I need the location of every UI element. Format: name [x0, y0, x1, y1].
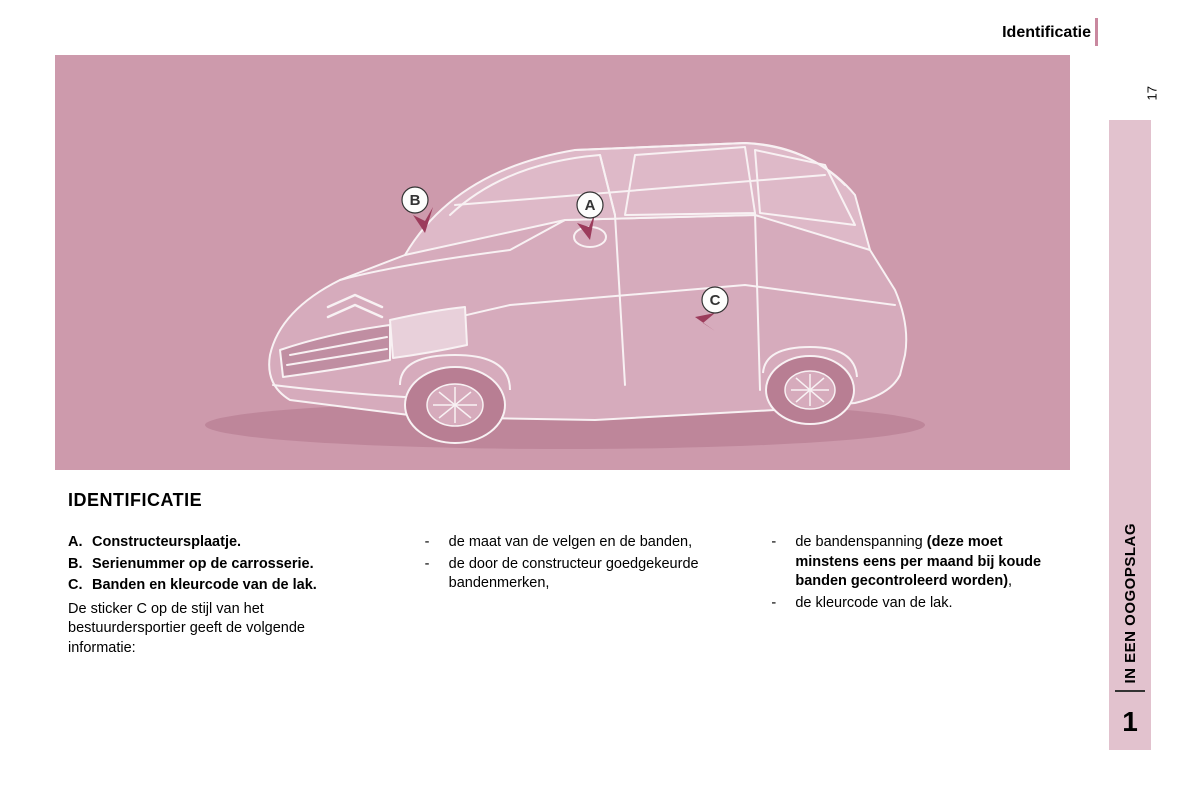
def-text: Constructeursplaatje. — [92, 533, 241, 553]
svg-text:A: A — [585, 197, 596, 214]
list-item: - de door de constructeur goedgekeurde b… — [415, 555, 722, 594]
def-letter: C. — [68, 576, 92, 596]
list-item: - de kleurcode van de lak. — [761, 594, 1068, 614]
definition-item-a: A. Constructeursplaatje. — [68, 533, 375, 553]
vehicle-identification-diagram: A B C — [55, 55, 1070, 470]
definition-item-b: B. Serienummer op de carrosserie. — [68, 555, 375, 575]
svg-text:C: C — [710, 292, 721, 309]
def-letter: A. — [68, 533, 92, 553]
column-3: - de bandenspanning (deze moet minstens … — [761, 533, 1068, 658]
content-area: IDENTIFICATIE A. Constructeursplaatje. B… — [68, 490, 1068, 658]
bullet-text: de maat van de velgen en de banden, — [449, 533, 722, 553]
section-tab-label: IN EEN OOGOPSLAG — [1122, 513, 1139, 684]
bullet-dash-icon: - — [415, 555, 449, 594]
column-1: A. Constructeursplaatje. B. Serienummer … — [68, 533, 375, 658]
bullet-text: de kleurcode van de lak. — [795, 594, 1068, 614]
list-item: - de maat van de velgen en de banden, — [415, 533, 722, 553]
def-text: Serienummer op de carrosserie. — [92, 555, 314, 575]
def-text: Banden en kleurcode van de lak. — [92, 576, 317, 596]
bullet-dash-icon: - — [415, 533, 449, 553]
definition-item-c: C. Banden en kleurcode van de lak. — [68, 576, 375, 596]
section-tab: IN EEN OOGOPSLAG 1 — [1109, 120, 1151, 750]
sticker-intro-text: De sticker C op de stijl van het bestuur… — [68, 600, 375, 659]
bullet-dash-icon: - — [761, 533, 795, 592]
column-2: - de maat van de velgen en de banden, - … — [415, 533, 722, 658]
bullet-text: de door de constructeur goedgekeurde ban… — [449, 555, 722, 594]
definition-list: A. Constructeursplaatje. B. Serienummer … — [68, 533, 375, 596]
header-divider-bar — [1095, 18, 1098, 46]
section-tab-number: 1 — [1122, 698, 1138, 750]
page-number: 17 — [1144, 86, 1159, 100]
header-label: Identificatie — [1002, 24, 1091, 42]
def-letter: B. — [68, 555, 92, 575]
bullet-dash-icon: - — [761, 594, 795, 614]
section-tab-divider — [1115, 690, 1145, 692]
svg-text:B: B — [410, 192, 421, 209]
bullet-text: de bandenspanning (deze moet minstens ee… — [795, 533, 1068, 592]
list-item: - de bandenspanning (deze moet minstens … — [761, 533, 1068, 592]
section-title: IDENTIFICATIE — [68, 490, 1068, 511]
vehicle-svg: A B C — [55, 55, 1070, 470]
